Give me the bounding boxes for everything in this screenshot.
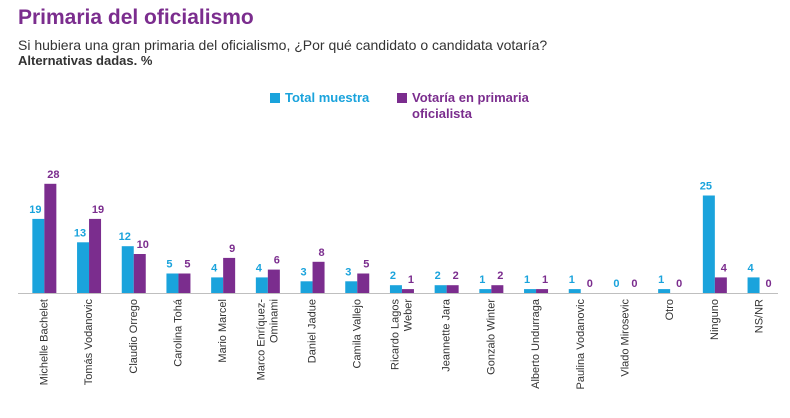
category-label: Jeannette Jara: [441, 298, 453, 372]
data-label-total: 0: [613, 278, 619, 290]
category-label: Marco Enríquez-Ominami: [255, 299, 280, 381]
bar-oficialista: [446, 285, 459, 293]
data-label-oficialista: 10: [137, 239, 149, 251]
category-label: NS/NR: [754, 299, 766, 333]
bar-oficialista: [357, 273, 370, 293]
data-label-total: 1: [658, 274, 664, 286]
category-label: Carolina Tohá: [172, 298, 184, 367]
data-label-oficialista: 2: [497, 270, 503, 282]
bar-total: [345, 281, 358, 293]
category-label: Claudio Orrego: [128, 299, 140, 374]
data-label-oficialista: 28: [47, 169, 59, 181]
data-label-oficialista: 5: [184, 259, 190, 271]
legend-item-oficialista: Votaría en primaria oficialista: [397, 90, 557, 122]
category-label: Alberto Undurraga: [530, 298, 542, 389]
data-label-oficialista: 9: [229, 243, 235, 255]
bar-total: [211, 277, 224, 293]
category-label: Paulina Vodanovic: [575, 299, 587, 390]
data-label-total: 4: [747, 262, 754, 274]
bar-total: [121, 246, 134, 293]
data-label-total: 3: [300, 266, 306, 278]
bar-total: [389, 285, 402, 293]
data-label-total: 4: [211, 262, 218, 274]
bar-total: [77, 242, 90, 293]
legend-label-total: Total muestra: [285, 90, 370, 105]
data-label-oficialista: 1: [542, 274, 548, 286]
bar-oficialista: [312, 261, 325, 293]
data-label-total: 5: [166, 259, 172, 271]
bar-oficialista: [536, 289, 549, 293]
data-label-total: 3: [345, 266, 351, 278]
bar-oficialista: [491, 285, 504, 293]
category-label: Vlado Mirosevic: [619, 299, 631, 377]
bar-oficialista: [178, 273, 191, 293]
bar-total: [434, 285, 447, 293]
category-label: Gonzalo Winter: [485, 299, 497, 375]
bar-oficialista: [89, 218, 102, 293]
legend-label-oficialista: Votaría en primaria oficialista: [412, 90, 529, 121]
data-label-oficialista: 1: [408, 274, 414, 286]
data-label-total: 19: [29, 204, 41, 216]
bar-total: [702, 195, 715, 293]
bar-total: [747, 277, 760, 293]
data-label-oficialista: 8: [318, 247, 324, 259]
data-label-total: 25: [700, 181, 712, 193]
data-label-oficialista: 6: [274, 255, 280, 267]
category-label: Camila Vallejo: [351, 299, 363, 369]
data-label-total: 13: [74, 227, 86, 239]
category-label: Otro: [664, 299, 676, 320]
category-label: Michelle Bachelet: [38, 299, 50, 385]
data-label-oficialista: 0: [631, 278, 637, 290]
bar-total: [568, 289, 581, 293]
data-label-total: 2: [390, 270, 396, 282]
bar-total: [524, 289, 537, 293]
data-label-oficialista: 0: [765, 278, 771, 290]
bar-total: [166, 273, 179, 293]
data-label-oficialista: 4: [721, 262, 728, 274]
bar-total: [255, 277, 268, 293]
data-label-total: 4: [256, 262, 263, 274]
category-label: Daniel Jadue: [307, 299, 319, 363]
bar-oficialista: [714, 277, 727, 293]
legend-swatch-oficialista: [397, 93, 407, 103]
bar-oficialista: [223, 257, 236, 293]
bar-total: [479, 289, 492, 293]
bar-oficialista: [44, 183, 57, 293]
chart-title: Primaria del oficialismo: [18, 6, 254, 29]
bar-oficialista: [133, 254, 146, 293]
data-label-oficialista: 2: [453, 270, 459, 282]
data-label-total: 1: [524, 274, 530, 286]
data-label-total: 1: [479, 274, 485, 286]
bar-total: [32, 218, 45, 293]
data-label-total: 2: [435, 270, 441, 282]
category-label: Ninguno: [709, 299, 721, 340]
chart-subtitle: Si hubiera una gran primaria del oficial…: [18, 37, 548, 53]
chart-note: Alternativas dadas. %: [18, 53, 153, 68]
data-label-total: 1: [569, 274, 575, 286]
bar-oficialista: [267, 269, 280, 293]
data-label-oficialista: 0: [676, 278, 682, 290]
category-label: Tomás Vodanovic: [83, 299, 95, 386]
legend-swatch-total: [270, 93, 280, 103]
data-label-oficialista: 19: [92, 204, 104, 216]
bar-total: [300, 281, 313, 293]
bar-total: [658, 289, 671, 293]
data-label-oficialista: 0: [587, 278, 593, 290]
data-label-total: 12: [119, 231, 131, 243]
category-label: Ricardo LagosWeber: [389, 299, 414, 370]
category-label: Mario Marcel: [217, 299, 229, 363]
legend-item-total: Total muestra: [270, 90, 369, 106]
bar-oficialista: [401, 289, 414, 293]
data-label-oficialista: 5: [363, 259, 369, 271]
